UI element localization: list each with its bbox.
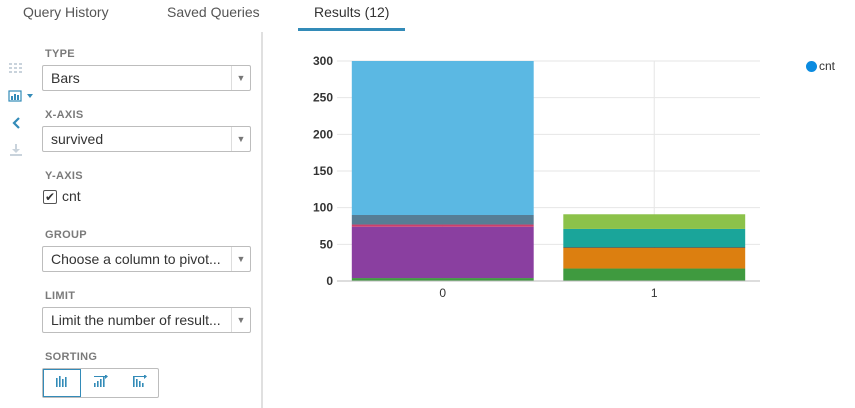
group-select[interactable]: Choose a column to pivot... ▼ bbox=[42, 246, 251, 272]
y-tick-label: 300 bbox=[313, 54, 333, 68]
sort-descending-button[interactable] bbox=[121, 369, 159, 397]
y-tick-label: 150 bbox=[313, 164, 333, 178]
type-label: TYPE bbox=[45, 48, 75, 60]
y-tick-label: 250 bbox=[313, 91, 333, 105]
download-icon[interactable] bbox=[6, 141, 26, 159]
limit-select[interactable]: Limit the number of result... ▼ bbox=[42, 307, 251, 333]
group-select-value: Choose a column to pivot... bbox=[51, 251, 221, 267]
tab-query-history[interactable]: Query History bbox=[23, 4, 109, 20]
x-tick-label: 0 bbox=[439, 286, 446, 300]
limit-select-value: Limit the number of result... bbox=[51, 312, 221, 328]
bar-segment bbox=[351, 278, 534, 281]
xaxis-select[interactable]: survived ▼ bbox=[42, 126, 251, 152]
tab-results[interactable]: Results (12) bbox=[314, 4, 390, 20]
type-select[interactable]: Bars ▼ bbox=[42, 65, 251, 91]
grid-icon[interactable] bbox=[6, 60, 26, 78]
y-tick-label: 0 bbox=[326, 274, 333, 288]
bar-segment bbox=[563, 248, 746, 269]
caret-down-icon: ▼ bbox=[231, 308, 250, 332]
group-label: GROUP bbox=[45, 229, 87, 241]
bar-segment bbox=[351, 226, 534, 279]
sorting-button-group bbox=[42, 368, 159, 398]
bar-segment bbox=[563, 228, 746, 248]
sort-descending-icon bbox=[132, 374, 148, 392]
sort-none-icon bbox=[55, 374, 69, 392]
legend-label: cnt bbox=[819, 59, 836, 73]
legend-marker[interactable] bbox=[806, 61, 817, 72]
yaxis-label: Y-AXIS bbox=[45, 170, 83, 182]
limit-label: LIMIT bbox=[45, 290, 76, 302]
checkmark-icon: ✔ bbox=[44, 190, 56, 204]
sort-ascending-button[interactable] bbox=[82, 369, 120, 397]
active-tab-indicator bbox=[298, 28, 405, 31]
y-tick-label: 200 bbox=[313, 127, 333, 141]
xaxis-label: X-AXIS bbox=[45, 109, 84, 121]
sort-none-button[interactable] bbox=[43, 369, 81, 397]
bar-segment bbox=[351, 215, 534, 225]
y-tick-label: 50 bbox=[320, 237, 334, 251]
caret-down-icon: ▼ bbox=[231, 127, 250, 151]
caret-down-icon: ▼ bbox=[231, 247, 250, 271]
xaxis-select-value: survived bbox=[51, 131, 104, 147]
sorting-label: SORTING bbox=[45, 351, 98, 363]
caret-down-icon: ▼ bbox=[231, 66, 250, 90]
sort-ascending-icon bbox=[93, 374, 109, 392]
bar-segment bbox=[351, 61, 534, 215]
bar-segment bbox=[351, 224, 534, 227]
x-tick-label: 1 bbox=[651, 286, 658, 300]
y-tick-label: 100 bbox=[313, 201, 333, 215]
type-select-value: Bars bbox=[51, 70, 80, 86]
tab-saved-queries[interactable]: Saved Queries bbox=[167, 4, 260, 20]
bar-segment bbox=[563, 214, 746, 229]
yaxis-cnt-checkbox[interactable]: ✔ bbox=[43, 190, 57, 204]
collapse-chevron-icon[interactable] bbox=[6, 114, 26, 132]
panel-divider bbox=[261, 32, 263, 408]
yaxis-checkbox-label: cnt bbox=[62, 188, 81, 204]
bar-chart-icon[interactable] bbox=[6, 87, 38, 105]
tab-bar: Query History Saved Queries Results (12) bbox=[0, 0, 855, 32]
bar-segment bbox=[563, 268, 746, 281]
bar-segment bbox=[563, 247, 746, 248]
